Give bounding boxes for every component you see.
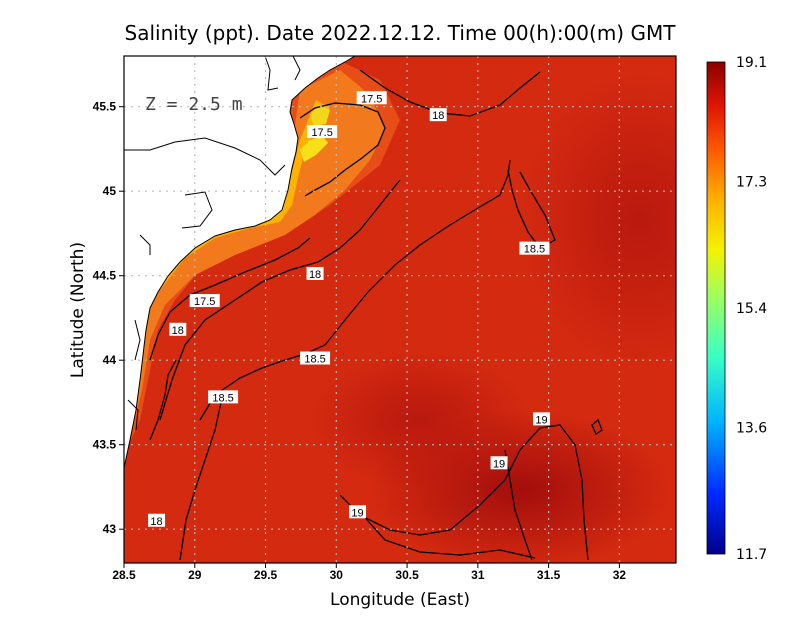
contour-label: 17.5 xyxy=(194,296,215,308)
y-tick-label: 44 xyxy=(103,353,117,367)
contour-label: 17.5 xyxy=(311,127,332,139)
contour-18-north xyxy=(359,69,541,117)
y-axis-label: Latitude (North) xyxy=(68,242,88,378)
coastal-plume xyxy=(128,70,385,440)
contour-label: 19 xyxy=(493,458,505,470)
contour-labels: 17.5 17.5 18 18.5 18 17.5 18 18.5 18.5 19 19 19 18 xyxy=(148,91,551,528)
river-mouth-fresh xyxy=(300,135,328,162)
contour-label: 18 xyxy=(309,269,321,281)
contour-lines xyxy=(149,69,603,561)
x-axis: 28.5 29 29.5 30 30.5 31 31.5 32 xyxy=(112,563,626,582)
contour-label-box xyxy=(490,456,508,470)
y-tick-label: 43 xyxy=(103,522,117,536)
x-tick-label: 30.5 xyxy=(395,568,419,582)
contour-label: 18.5 xyxy=(524,244,545,256)
y-axis: 43 43.5 44 44.5 45 45.5 xyxy=(93,100,124,536)
contour-label-box xyxy=(189,294,220,308)
y-tick-label: 45 xyxy=(103,184,117,198)
deep-region-east xyxy=(520,70,676,370)
colorbar-tick-label: 17.3 xyxy=(736,175,767,191)
river-mouth-fresh-2 xyxy=(310,105,330,126)
contour-label-box xyxy=(356,91,387,105)
contour-18-5-central xyxy=(199,159,511,421)
y-tick-label: 45.5 xyxy=(93,100,117,114)
contour-17-5-south xyxy=(149,237,311,361)
contour-label-box xyxy=(519,241,550,255)
contour-19-loop xyxy=(339,424,589,561)
x-tick-label: 29 xyxy=(188,568,202,582)
contour-18-west xyxy=(149,359,177,441)
colorbar-tick-label: 19.1 xyxy=(736,55,767,71)
depth-annotation: Z = 2.5 m xyxy=(145,94,243,115)
contour-label: 18 xyxy=(150,516,162,528)
x-tick-label: 30 xyxy=(330,568,344,582)
contour-label: 18.5 xyxy=(304,354,325,366)
colorbar-ticks: 19.1 17.3 15.4 13.6 11.7 xyxy=(736,55,767,563)
y-tick-label: 43.5 xyxy=(93,438,117,452)
field-layer: 17.5 17.5 18 18.5 18 17.5 18 18.5 18.5 19 19 19 18 xyxy=(124,56,676,563)
contour-label-box xyxy=(533,412,551,426)
chart-title: Salinity (ppt). Date 2022.12.12. Time 00… xyxy=(125,21,677,45)
contour-label-box xyxy=(148,513,166,527)
x-tick-label: 32 xyxy=(613,568,627,582)
contour-18-5-southwest xyxy=(179,397,223,561)
y-tick-label: 44.5 xyxy=(93,269,117,283)
contour-19-bottom xyxy=(359,511,536,559)
colorbar xyxy=(706,61,726,555)
contour-label: 19 xyxy=(535,414,547,426)
contour-label: 18.5 xyxy=(212,392,233,404)
contour-label: 18 xyxy=(172,325,184,337)
plot-frame xyxy=(123,55,677,564)
grid-lines xyxy=(124,56,676,563)
contour-17-5-north xyxy=(299,102,386,197)
colorbar-tick-label: 13.6 xyxy=(736,421,767,437)
contour-label-box xyxy=(429,108,447,122)
contour-label-box xyxy=(208,390,239,404)
colorbar-tick-label: 11.7 xyxy=(736,547,767,563)
contour-label: 18 xyxy=(432,110,444,122)
contour-19-small xyxy=(591,418,603,435)
coastline-detail xyxy=(124,56,301,431)
contour-18-central xyxy=(159,179,401,421)
contour-label: 19 xyxy=(351,507,363,519)
contour-19-inner xyxy=(504,449,533,561)
x-tick-label: 29.5 xyxy=(254,568,278,582)
x-tick-label: 31.5 xyxy=(537,568,561,582)
colorbar-tick-label: 15.4 xyxy=(736,301,767,317)
contour-label-box xyxy=(307,125,338,139)
x-tick-label: 28.5 xyxy=(112,568,136,582)
deep-region-center xyxy=(310,350,530,490)
contour-label-box xyxy=(169,322,187,336)
x-tick-label: 31 xyxy=(471,568,485,582)
contour-label-box xyxy=(349,505,367,519)
contour-label-box xyxy=(300,351,331,365)
contour-label-box xyxy=(306,267,324,281)
land-mask xyxy=(124,56,356,469)
x-axis-label: Longitude (East) xyxy=(330,590,470,610)
contour-label: 17.5 xyxy=(361,93,382,105)
